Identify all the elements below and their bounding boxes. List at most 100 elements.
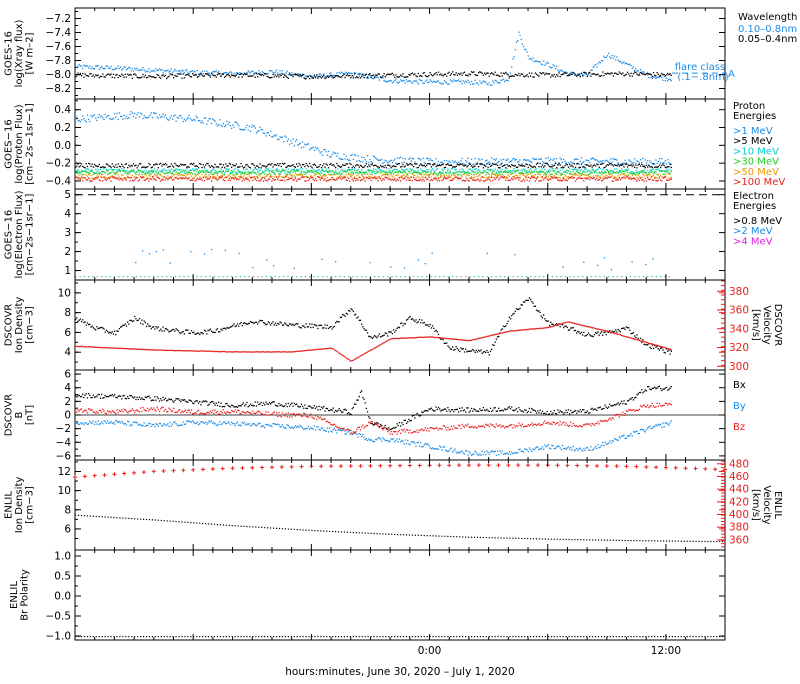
data-point [94, 76, 95, 77]
data-point [242, 325, 243, 326]
data-point [643, 172, 644, 173]
data-point [276, 165, 277, 166]
data-point [180, 175, 181, 176]
data-point [491, 165, 492, 166]
data-point [148, 116, 149, 117]
data-point [305, 144, 306, 145]
data-point [212, 119, 213, 120]
data-point [472, 177, 473, 178]
data-point [431, 172, 432, 173]
data-point [170, 73, 171, 74]
data-point [668, 74, 669, 75]
data-point [275, 174, 276, 175]
data-point [552, 170, 553, 171]
data-point [305, 163, 306, 164]
data-point [392, 171, 393, 172]
data-point [588, 177, 589, 178]
data-point [211, 123, 212, 124]
data-point [82, 171, 83, 172]
data-point [353, 178, 354, 179]
data-point [622, 62, 623, 63]
data-point [638, 161, 639, 162]
data-point [245, 178, 246, 179]
data-point [617, 329, 618, 330]
data-point [589, 173, 590, 174]
data-point [578, 177, 579, 178]
data-point [128, 323, 129, 324]
data-point [139, 163, 140, 164]
data-point [135, 318, 136, 319]
data-point [514, 254, 515, 255]
data-point [447, 73, 448, 74]
data-point [179, 165, 180, 166]
data-point [538, 158, 539, 159]
data-point [412, 83, 413, 84]
data-point [326, 180, 327, 181]
data-point [370, 77, 371, 78]
data-point [122, 166, 123, 167]
data-point [243, 176, 244, 177]
data-point [86, 65, 87, 66]
data-point [96, 326, 97, 327]
data-point [453, 74, 454, 75]
data-point [162, 74, 163, 75]
data-point [562, 324, 563, 325]
baseline-point [348, 276, 349, 277]
data-point [79, 320, 80, 321]
data-point [427, 82, 428, 83]
data-point [438, 81, 439, 82]
data-point [547, 172, 548, 173]
data-point [83, 177, 84, 178]
data-point [380, 165, 381, 166]
data-point [534, 177, 535, 178]
data-point [486, 169, 487, 170]
data-point [138, 112, 139, 113]
data-point [314, 76, 315, 77]
data-point [206, 171, 207, 172]
data-point [398, 179, 399, 180]
data-point [328, 328, 329, 329]
data-point [230, 76, 231, 77]
panel-frame [75, 8, 725, 99]
data-point [158, 75, 159, 76]
data-point [172, 72, 173, 73]
data-point [92, 66, 93, 67]
data-point [262, 177, 263, 178]
baseline-point [240, 276, 241, 277]
data-point [342, 177, 343, 178]
data-point [134, 73, 135, 74]
data-point [367, 170, 368, 171]
data-point [614, 331, 615, 332]
data-point [178, 330, 179, 331]
data-point [617, 74, 618, 75]
data-point [666, 78, 667, 79]
data-point [467, 171, 468, 172]
data-point [357, 164, 358, 165]
data-point [451, 165, 452, 166]
data-point [385, 332, 386, 333]
data-point [389, 174, 390, 175]
data-point [307, 170, 308, 171]
data-point [383, 80, 384, 81]
data-point [452, 166, 453, 167]
data-point [465, 177, 466, 178]
data-point [392, 82, 393, 83]
data-point [516, 175, 517, 176]
data-point [408, 159, 409, 160]
data-point [131, 70, 132, 71]
data-point [616, 171, 617, 172]
data-point [341, 176, 342, 177]
data-point [204, 180, 205, 181]
data-point [587, 334, 588, 335]
data-point [375, 165, 376, 166]
data-point [188, 333, 189, 334]
data-point [595, 179, 596, 180]
data-point [77, 66, 78, 67]
data-point [551, 168, 552, 169]
data-point [318, 173, 319, 174]
data-point [350, 172, 351, 173]
data-point [368, 162, 369, 163]
data-point [285, 323, 286, 324]
data-point [601, 180, 602, 181]
